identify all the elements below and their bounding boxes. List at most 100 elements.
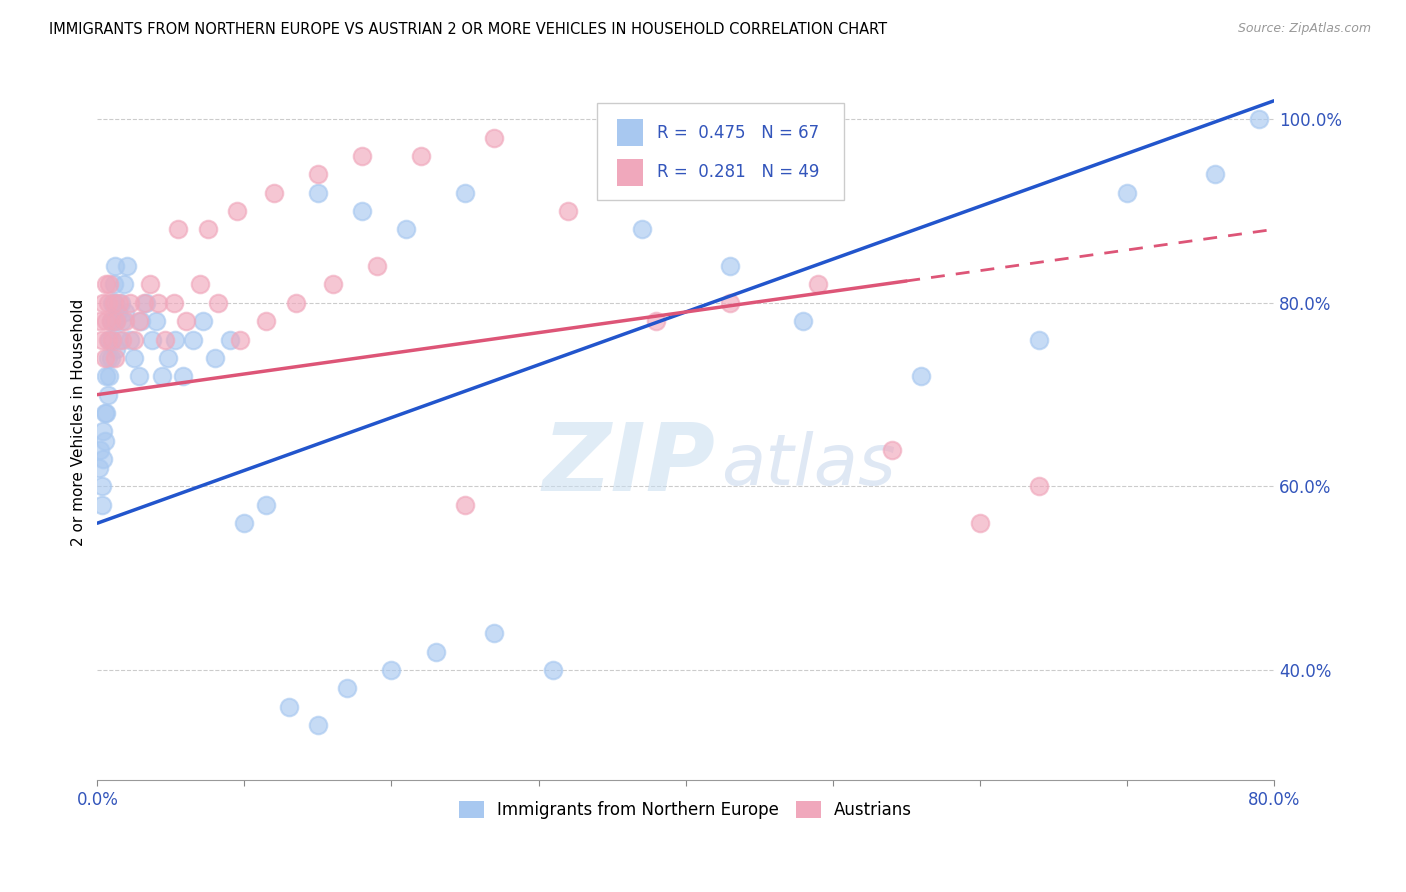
- Point: [484, 626, 506, 640]
- Point: [153, 333, 176, 347]
- Point: [103, 277, 125, 292]
- Point: [96, 314, 118, 328]
- Point: [1028, 333, 1050, 347]
- Point: [110, 295, 132, 310]
- Point: [284, 295, 307, 310]
- Point: [114, 314, 136, 328]
- Point: [145, 314, 167, 328]
- Point: [89, 314, 111, 328]
- Point: [207, 295, 229, 310]
- Point: [97, 351, 120, 365]
- Point: [807, 277, 830, 292]
- Point: [256, 498, 278, 512]
- Point: [307, 186, 329, 200]
- Point: [134, 295, 156, 310]
- Point: [366, 259, 388, 273]
- Point: [93, 434, 115, 448]
- Point: [233, 516, 256, 531]
- Point: [96, 277, 118, 292]
- Point: [218, 333, 240, 347]
- Point: [425, 645, 447, 659]
- Point: [454, 186, 477, 200]
- Point: [718, 259, 741, 273]
- Point: [156, 351, 179, 365]
- Point: [104, 259, 127, 273]
- Point: [105, 314, 128, 328]
- Point: [141, 333, 163, 347]
- Point: [91, 295, 114, 310]
- Point: [484, 130, 506, 145]
- Point: [792, 314, 814, 328]
- Text: Source: ZipAtlas.com: Source: ZipAtlas.com: [1237, 22, 1371, 36]
- Point: [167, 222, 190, 236]
- Point: [97, 387, 120, 401]
- Point: [98, 369, 121, 384]
- Text: R =  0.475   N = 67: R = 0.475 N = 67: [658, 124, 820, 142]
- Point: [352, 149, 374, 163]
- Point: [277, 699, 299, 714]
- Point: [256, 314, 278, 328]
- Point: [96, 369, 118, 384]
- Point: [172, 369, 194, 384]
- Point: [128, 314, 150, 328]
- Point: [104, 351, 127, 365]
- Point: [101, 333, 124, 347]
- Point: [93, 406, 115, 420]
- Text: IMMIGRANTS FROM NORTHERN EUROPE VS AUSTRIAN 2 OR MORE VEHICLES IN HOUSEHOLD CORR: IMMIGRANTS FROM NORTHERN EUROPE VS AUSTR…: [49, 22, 887, 37]
- Point: [100, 351, 122, 365]
- Point: [630, 222, 652, 236]
- FancyBboxPatch shape: [598, 103, 845, 200]
- Point: [97, 333, 120, 347]
- Point: [146, 295, 169, 310]
- Point: [111, 314, 134, 328]
- Point: [1028, 479, 1050, 493]
- Point: [880, 442, 903, 457]
- Point: [543, 663, 565, 677]
- Point: [91, 451, 114, 466]
- Point: [112, 277, 135, 292]
- Point: [131, 314, 153, 328]
- Point: [105, 314, 128, 328]
- Point: [229, 333, 252, 347]
- Point: [263, 186, 285, 200]
- Point: [122, 351, 145, 365]
- Point: [93, 351, 115, 365]
- Point: [114, 305, 136, 319]
- Point: [380, 663, 402, 677]
- Point: [111, 333, 134, 347]
- Point: [718, 295, 741, 310]
- Point: [91, 425, 114, 439]
- Point: [1249, 112, 1271, 127]
- Point: [409, 149, 432, 163]
- Point: [100, 314, 122, 328]
- Point: [322, 277, 344, 292]
- Point: [557, 204, 579, 219]
- Point: [108, 333, 131, 347]
- Text: R =  0.281   N = 49: R = 0.281 N = 49: [658, 163, 820, 181]
- Point: [193, 314, 215, 328]
- Point: [226, 204, 249, 219]
- Point: [101, 333, 124, 347]
- Point: [103, 295, 125, 310]
- Y-axis label: 2 or more Vehicles in Household: 2 or more Vehicles in Household: [72, 299, 86, 546]
- Point: [97, 295, 120, 310]
- Point: [90, 479, 112, 493]
- Point: [128, 369, 150, 384]
- Point: [118, 333, 141, 347]
- Point: [98, 277, 121, 292]
- Point: [150, 369, 173, 384]
- Point: [163, 295, 186, 310]
- Point: [307, 718, 329, 732]
- Point: [307, 167, 329, 181]
- Point: [181, 333, 204, 347]
- Point: [969, 516, 991, 531]
- Point: [96, 406, 118, 420]
- Point: [204, 351, 226, 365]
- Point: [100, 314, 122, 328]
- Point: [107, 305, 129, 319]
- Point: [174, 314, 197, 328]
- Text: atlas: atlas: [721, 431, 896, 500]
- Point: [89, 442, 111, 457]
- Point: [101, 295, 124, 310]
- Point: [90, 333, 112, 347]
